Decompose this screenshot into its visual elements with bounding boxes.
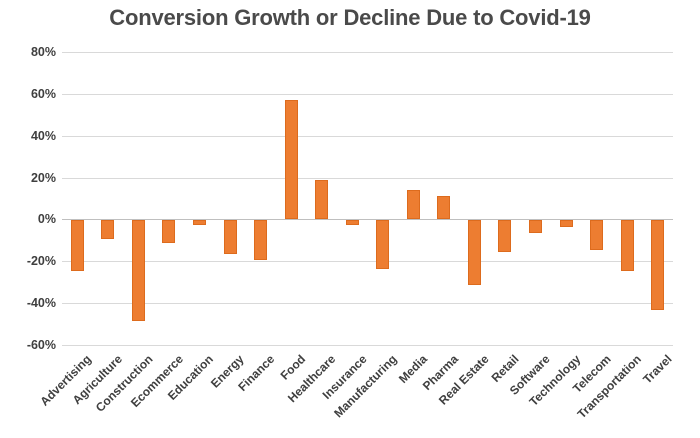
bar-pharma <box>437 196 451 220</box>
y-axis-tick-label: 60% <box>30 86 56 101</box>
bar-insurance <box>345 220 359 225</box>
x-axis-tick-label: Travel <box>640 352 675 387</box>
bar-telecom <box>590 220 604 250</box>
bar-transportation <box>620 220 634 271</box>
gridline <box>62 303 673 305</box>
y-axis-tick-label: 0% <box>37 212 56 227</box>
gridline <box>62 135 673 137</box>
gridline <box>62 93 673 95</box>
bar-real-estate <box>467 220 481 286</box>
gridline <box>62 345 673 346</box>
y-axis-tick-label: -40% <box>26 296 56 311</box>
y-axis-tick-label: 80% <box>30 45 56 59</box>
bar-finance <box>254 220 268 261</box>
bar-construction <box>131 220 145 321</box>
bar-agriculture <box>101 220 115 240</box>
gridline <box>62 52 673 53</box>
gridline <box>62 177 673 179</box>
bar-food <box>284 100 298 220</box>
y-axis-tick-label: 20% <box>30 170 56 185</box>
bar-media <box>406 190 420 220</box>
gridline <box>62 261 673 263</box>
y-axis-tick-label: 40% <box>30 128 56 143</box>
bar-energy <box>223 220 237 254</box>
bar-education <box>192 220 206 225</box>
y-axis-tick-label: -20% <box>26 254 56 269</box>
bar-retail <box>498 220 512 252</box>
bar-technology <box>559 220 573 227</box>
zero-axis-line <box>62 219 673 221</box>
bar-travel <box>651 220 665 311</box>
bar-advertising <box>70 220 84 271</box>
bar-healthcare <box>315 179 329 220</box>
bar-manufacturing <box>376 220 390 269</box>
y-axis-tick-label: -60% <box>26 338 56 352</box>
bar-software <box>529 220 543 233</box>
chart-title: Conversion Growth or Decline Due to Covi… <box>109 5 591 30</box>
bar-ecommerce <box>162 220 176 244</box>
